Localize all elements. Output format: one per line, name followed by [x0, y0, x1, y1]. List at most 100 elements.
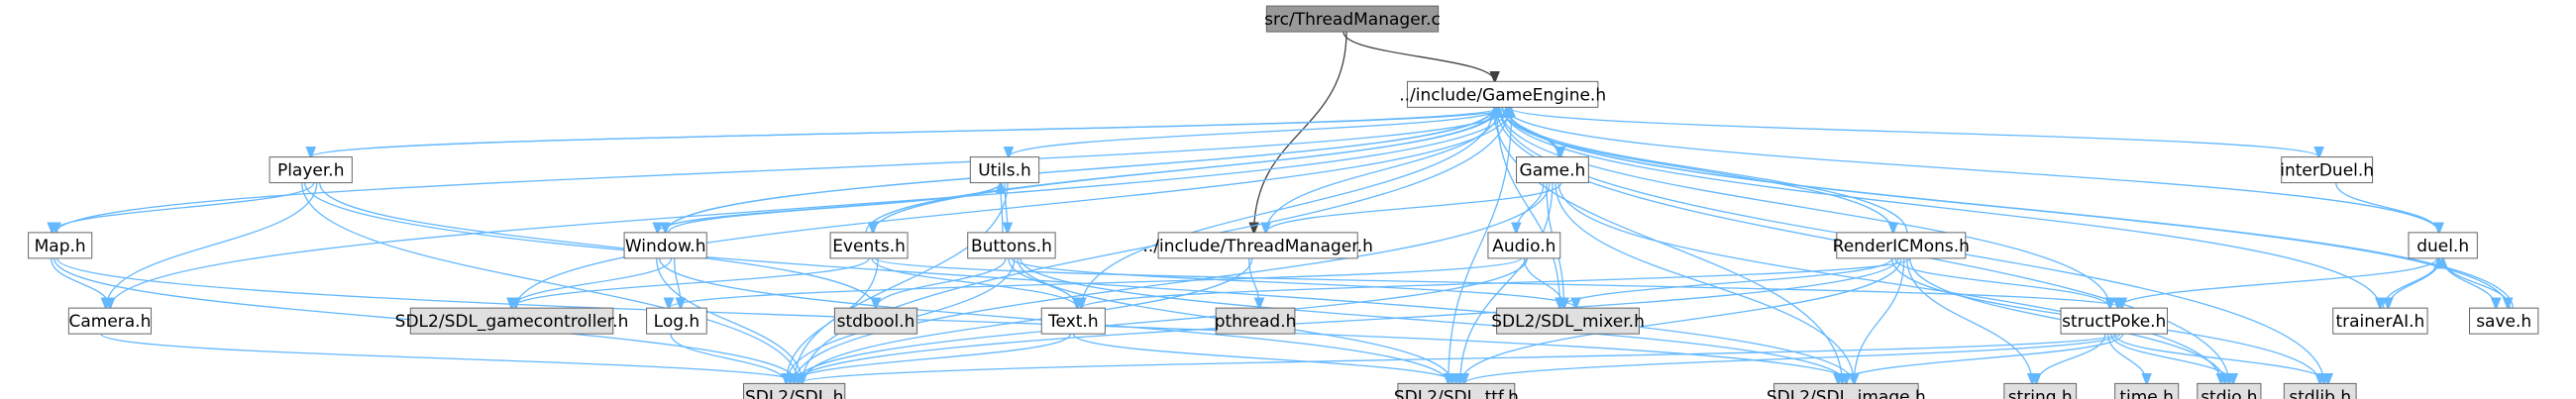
node-map_h[interactable]: Map.h	[28, 232, 93, 259]
edge-window_h-to-log_h	[674, 257, 681, 308]
node-save_h[interactable]: save.h	[2469, 307, 2539, 335]
node-buttons_h[interactable]: Buttons.h	[967, 232, 1056, 259]
node-label: Map.h	[35, 237, 86, 256]
node-text_h[interactable]: Text.h	[1040, 307, 1106, 335]
edge-events_h-to-text_h	[871, 257, 1077, 308]
edge-rendericmons_h-to-structpoke_h	[1894, 257, 2110, 308]
edge-player_h-to-map_h	[53, 182, 315, 233]
node-rendericmons_h[interactable]: RenderICMons.h	[1833, 232, 1970, 259]
node-label: ../include/ThreadManager.h	[1142, 237, 1372, 256]
node-box	[1265, 5, 1440, 33]
node-game_h[interactable]: Game.h	[1516, 156, 1589, 184]
edge-include_gameengine_h-to-duel_h	[1505, 107, 2439, 233]
edge-player_h-to-sdl_h	[301, 182, 799, 384]
edge-buttons_h-to-sdl_image_h	[1020, 257, 1846, 384]
node-label: SDL2/SDL_image.h	[1767, 387, 1926, 399]
edge-rendericmons_h-to-sdl_image_h	[1854, 257, 1905, 384]
node-label: time.h	[2119, 387, 2174, 399]
edge-game_h-to-stdio_h	[1557, 182, 2221, 384]
edge-game_h-to-sdl_h	[795, 182, 1551, 384]
node-label: Buttons.h	[971, 237, 1052, 256]
node-box	[967, 232, 1056, 259]
edge-log_h-to-sdl_h	[670, 333, 787, 383]
node-box	[969, 156, 1040, 184]
edge-window_h-to-utils_h	[668, 183, 1001, 234]
node-utils_h[interactable]: Utils.h	[969, 156, 1040, 184]
edge-structpoke_h-to-string_h	[2036, 334, 2106, 383]
edge-include_gameengine_h-to-rendericmons_h	[1502, 107, 1893, 233]
node-label: Game.h	[1520, 161, 1586, 181]
node-label: SDL2/SDL_mixer.h	[1491, 312, 1645, 332]
node-label: Player.h	[277, 161, 345, 181]
node-box	[1516, 156, 1589, 184]
edge-include_gameengine_h-to-sdl_gamecontroller_h	[516, 107, 1513, 308]
edge-rendericmons_h-to-text_h	[1081, 257, 1911, 308]
node-trainerai_h[interactable]: trainerAI.h	[2332, 307, 2428, 335]
node-interduel_h[interactable]: interDuel.h	[2280, 156, 2374, 184]
node-audio_h[interactable]: Audio.h	[1487, 232, 1561, 259]
node-stdbool_h: stdbool.h	[833, 307, 918, 335]
node-label: Text.h	[1047, 312, 1099, 332]
node-box	[28, 232, 93, 259]
edges-layer	[51, 31, 2514, 384]
edge-include_gameengine_h-to-sdl_mixer_h	[1496, 107, 1560, 308]
edge-utils_h-to-sdl_h	[795, 182, 1009, 384]
node-string_h: string.h	[2003, 382, 2078, 399]
node-sdl_h: SDL2/SDL.h	[743, 382, 846, 399]
node-box	[409, 307, 614, 335]
node-label: src/ThreadManager.c	[1264, 10, 1441, 30]
edge-include_threadmanager_h-to-pthread_h	[1248, 257, 1259, 308]
edge-events_h-to-sdl_h	[787, 257, 879, 384]
node-sdl_gamecontroller_h: SDL2/SDL_gamecontroller.h	[395, 307, 628, 335]
node-log_h[interactable]: Log.h	[646, 307, 707, 335]
node-stdio_h: stdio.h	[2197, 382, 2262, 399]
node-label: SDL2/SDL_ttf.h	[1394, 387, 1519, 399]
node-box	[2114, 382, 2180, 399]
edge-player_h-to-stdbool_h	[319, 182, 876, 309]
node-window_h[interactable]: Window.h	[623, 232, 707, 259]
edge-duel_h-to-structpoke_h	[2118, 257, 2438, 308]
edge-include_gameengine_h-to-sdl_ttf_h	[1449, 107, 1513, 383]
node-player_h[interactable]: Player.h	[268, 156, 353, 184]
edge-rendericmons_h-to-sdl_h	[795, 257, 1899, 384]
edge-src_threadmanager_c-to-include_threadmanager_h	[1254, 32, 1347, 233]
edge-buttons_h-to-stdbool_h	[876, 257, 1007, 308]
node-box	[2197, 382, 2262, 399]
edge-audio_h-to-log_h	[669, 257, 1522, 308]
edge-map_h-to-camera_h	[51, 257, 110, 308]
node-label: Camera.h	[68, 312, 151, 332]
edge-rendericmons_h-to-include_gameengine_h	[1507, 107, 1908, 233]
node-include_threadmanager_h[interactable]: ../include/ThreadManager.h	[1142, 232, 1373, 259]
node-box	[2283, 382, 2357, 399]
edge-buttons_h-to-sdl_mixer_h	[1011, 257, 1576, 308]
edge-window_h-to-sdl_h	[656, 257, 803, 384]
edge-window_h-to-include_gameengine_h	[665, 107, 1495, 233]
node-label: stdbool.h	[837, 312, 915, 332]
edge-trainerai_h-to-duel_h	[2382, 258, 2438, 309]
edge-include_gameengine_h-to-trainerai_h	[1502, 107, 2381, 308]
node-label: string.h	[2008, 387, 2073, 399]
node-include_gameengine_h[interactable]: ../include/GameEngine.h	[1399, 80, 1606, 108]
node-sdl_image_h: SDL2/SDL_image.h	[1767, 382, 1926, 399]
node-label: ../include/GameEngine.h	[1399, 85, 1606, 105]
node-events_h[interactable]: Events.h	[829, 232, 909, 259]
node-box	[2408, 232, 2478, 259]
node-label: Window.h	[625, 237, 706, 256]
node-box	[67, 307, 153, 335]
node-structpoke_h[interactable]: structPoke.h	[2060, 307, 2168, 335]
node-sdl_ttf_h: SDL2/SDL_ttf.h	[1394, 382, 1519, 399]
node-src_threadmanager_c[interactable]: src/ThreadManager.c	[1264, 5, 1441, 33]
edge-structpoke_h-to-sdl_h	[799, 333, 2118, 383]
edge-events_h-to-sdl_gamecontroller_h	[512, 257, 870, 308]
node-label: SDL2/SDL.h	[745, 387, 843, 399]
node-box	[1397, 382, 1516, 399]
node-label: Log.h	[654, 312, 700, 332]
node-duel_h[interactable]: duel.h	[2408, 232, 2478, 259]
edge-structpoke_h-to-stdlib_h	[2113, 333, 2328, 383]
nodes-layer: src/ThreadManager.c ../include/GameEngine…	[28, 5, 2539, 399]
node-camera_h[interactable]: Camera.h	[67, 307, 153, 335]
edge-events_h-to-include_gameengine_h	[865, 107, 1499, 233]
node-label: trainerAI.h	[2335, 312, 2424, 332]
edge-game_h-to-sdl_image_h	[1555, 182, 1854, 384]
